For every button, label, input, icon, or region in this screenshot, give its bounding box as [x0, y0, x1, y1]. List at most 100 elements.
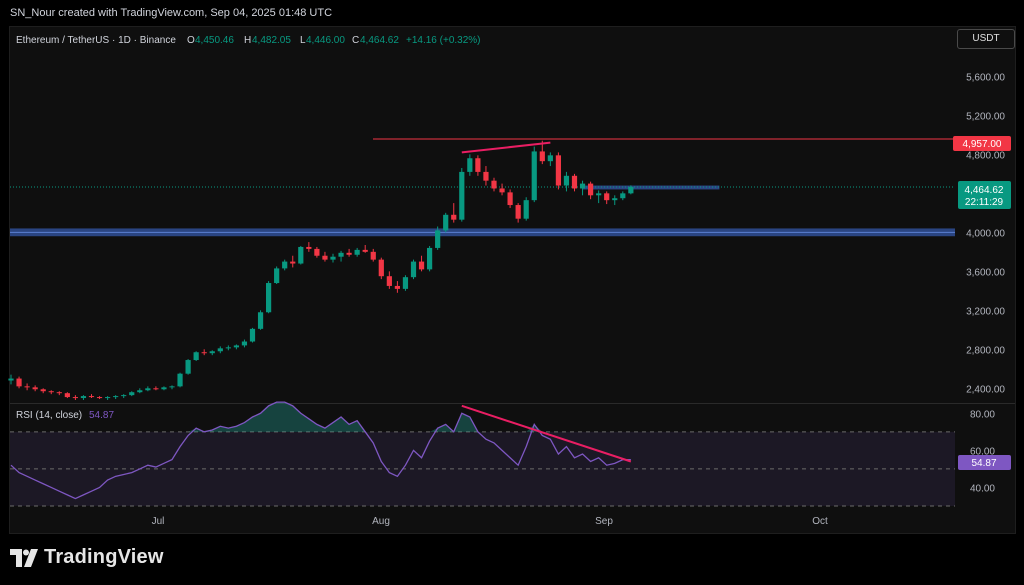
- ohlc-legend: O 4,450.46 H 4,482.05 L 4,446.00 C 4,464…: [187, 35, 481, 46]
- candle-body: [48, 391, 54, 393]
- ohlc-change: +14.16 (+0.32%): [406, 35, 481, 46]
- ohlc-h-label: H: [244, 35, 251, 46]
- candle-body: [443, 214, 449, 231]
- candle-body: [435, 230, 441, 248]
- rsi-axis-label: 80.00: [970, 409, 995, 420]
- candle-body: [354, 249, 360, 255]
- candle-body: [386, 276, 392, 286]
- resistance-tag-bg: [953, 136, 1011, 151]
- ohlc-o-value: 4,450.46: [195, 35, 234, 46]
- candle-body: [555, 155, 561, 186]
- candle-body: [338, 252, 344, 257]
- candle-body: [129, 392, 135, 396]
- candle-body: [290, 261, 296, 264]
- currency-badge[interactable]: USDT: [957, 29, 1015, 49]
- ohlc-c-label: C: [352, 35, 359, 46]
- candle-body: [394, 285, 400, 289]
- candle-body: [378, 259, 384, 277]
- price-axis-label: 2,800.00: [966, 345, 1005, 356]
- candle-body: [314, 248, 320, 256]
- footer: [0, 534, 1024, 585]
- candle-body: [225, 347, 231, 349]
- candle-body: [531, 151, 537, 201]
- candle-body: [257, 312, 264, 329]
- candle-body: [274, 268, 280, 284]
- rsi-tag-bg: [958, 455, 1011, 470]
- price-chart[interactable]: 5,600.00 5,200.00 4,800.00 4,000.00 3,600.00…: [0, 0, 1024, 534]
- candle-body: [523, 200, 529, 219]
- last-price-tag: 4,464.62: [965, 185, 1004, 196]
- candle-body: [322, 255, 328, 260]
- candle-body: [121, 395, 127, 397]
- resistance-tag: 4,957.00: [963, 139, 1002, 150]
- candle-body: [161, 387, 167, 390]
- rsi-legend-name: RSI (14, close): [16, 410, 82, 421]
- candle-body: [402, 277, 409, 289]
- price-trendline: [461, 141, 551, 154]
- rsi-legend-value: 54.87: [89, 410, 114, 421]
- candle-body: [233, 345, 239, 348]
- candle-body: [201, 352, 207, 354]
- price-axis-label: 3,600.00: [966, 267, 1005, 278]
- candle-body: [185, 360, 191, 374]
- chart-frame[interactable]: [9, 26, 1016, 534]
- candle-body: [209, 351, 215, 354]
- candles: [8, 140, 634, 400]
- candle-body: [467, 158, 473, 172]
- candle-body: [620, 193, 626, 199]
- rsi-axis-label: 40.00: [970, 483, 995, 494]
- candle-body: [40, 389, 46, 392]
- rsi-tag: 54.87: [971, 458, 996, 469]
- candle-body: [169, 386, 175, 388]
- ohlc-o-label: O: [187, 35, 195, 46]
- candle-body: [282, 261, 288, 269]
- price-axis-label: 4,000.00: [966, 228, 1005, 239]
- time-axis-label: Oct: [812, 516, 828, 527]
- last-price-tag-bg: [958, 181, 1011, 209]
- candle-body: [563, 175, 570, 186]
- candle-body: [539, 151, 545, 162]
- ohlc-l-value: 4,446.00: [306, 35, 345, 46]
- candle-body: [88, 396, 95, 398]
- candle-body: [346, 252, 352, 255]
- candle-body: [451, 214, 457, 220]
- tradingview-mark-icon: [10, 548, 38, 567]
- candle-body: [298, 246, 304, 264]
- rsi-pane: [10, 401, 955, 507]
- candle-body: [72, 397, 78, 399]
- price-axis-label: 2,400.00: [966, 384, 1005, 395]
- axes: 5,600.00 5,200.00 4,800.00 4,000.00 3,600.00…: [152, 72, 1006, 527]
- symbol-title: Ethereum / TetherUS · 1D · Binance: [16, 35, 176, 46]
- candle-body: [80, 396, 87, 399]
- time-axis-label: Jul: [152, 516, 165, 527]
- attribution-bar: SN_Nour created with TradingView.com, Se…: [0, 0, 1024, 26]
- time-axis-label: Sep: [595, 516, 613, 527]
- candle-body: [499, 188, 505, 193]
- candle-body: [515, 205, 521, 219]
- candle-body: [217, 348, 223, 352]
- candle-body: [507, 192, 513, 206]
- time-axis-label: Aug: [372, 516, 390, 527]
- candle-body: [459, 171, 465, 220]
- candle-body: [241, 341, 248, 346]
- candle-body: [105, 397, 111, 399]
- countdown-tag: 22:11:29: [965, 197, 1004, 208]
- candle-body: [177, 373, 183, 387]
- candle-body: [483, 171, 489, 181]
- rsi-axis-label: 60.00: [970, 446, 995, 457]
- candle-body: [547, 155, 553, 162]
- ohlc-c-value: 4,464.62: [360, 35, 399, 46]
- candle-body: [427, 247, 433, 270]
- attribution-text: SN_Nour created with TradingView.com, Se…: [10, 7, 333, 19]
- candle-body: [266, 283, 272, 313]
- price-axis-label: 3,200.00: [966, 306, 1005, 317]
- candle-body: [588, 183, 594, 196]
- candle-body: [579, 183, 586, 189]
- rsi-trendline: [461, 404, 632, 463]
- candle-body: [306, 246, 312, 249]
- price-axis-label: 4,800.00: [966, 150, 1005, 161]
- candle-body: [604, 193, 610, 201]
- candle-body: [113, 396, 119, 398]
- tradingview-wordmark: TradingView: [44, 546, 164, 568]
- candle-body: [249, 328, 256, 342]
